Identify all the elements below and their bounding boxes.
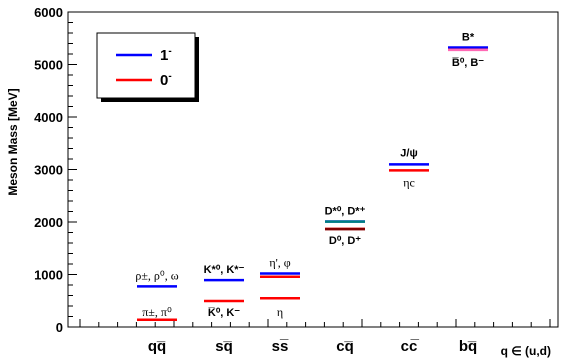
category-label: qq̅ xyxy=(148,338,166,355)
legend: 1- 0- xyxy=(96,32,199,102)
legend-superscript: - xyxy=(168,46,171,57)
x-axis-title: q ∈ (u,d) xyxy=(501,344,551,358)
level-label-rho: ρ±, ρ⁰, ω xyxy=(135,268,178,282)
y-tick-label: 3000 xyxy=(34,163,63,178)
level-labels: ρ±, ρ⁰, ω π±, π⁰ K*⁰, K*⁻ K̅⁰, K⁻ η', φ η D*⁰,… xyxy=(135,31,484,319)
level-label-d: D⁰, D⁺ xyxy=(329,235,361,247)
level-label-jpsi: J/ψ xyxy=(400,147,417,159)
y-tick-label: 4000 xyxy=(34,110,63,125)
level-label-etaprime: η', φ xyxy=(269,256,290,270)
y-tick-label: 0 xyxy=(56,320,63,335)
legend-superscript: - xyxy=(168,71,171,82)
y-axis: 0 1000 2000 3000 4000 5000 6000 xyxy=(34,5,77,335)
y-tick-label: 2000 xyxy=(34,215,63,230)
category-label: cc̅ xyxy=(401,338,420,355)
y-tick-label: 1000 xyxy=(34,268,63,283)
category-label: sq̅ xyxy=(215,338,233,355)
level-label-etac: ηc xyxy=(403,175,415,189)
legend-label-0-minus: 0- xyxy=(160,71,172,89)
level-label-eta: η xyxy=(277,305,283,319)
legend-label-1-minus: 1- xyxy=(160,46,172,64)
level-label-bstar: B* xyxy=(462,31,475,43)
category-label: ss̅ xyxy=(272,338,290,355)
x-axis: qq̅ sq̅ ss̅ cq̅ cc̅ bq̅ xyxy=(79,319,551,355)
level-label-b: B̅⁰, B⁻ xyxy=(452,57,485,69)
category-label: bq̅ xyxy=(459,338,477,355)
level-label-kstar: K*⁰, K*⁻ xyxy=(204,264,245,276)
legend-box xyxy=(96,32,196,99)
level-label-pi: π±, π⁰ xyxy=(142,305,172,319)
level-label-k: K̅⁰, K⁻ xyxy=(208,307,241,319)
category-label: cq̅ xyxy=(336,338,354,355)
y-axis-title: Meson Mass [MeV] xyxy=(6,88,20,195)
mass-levels xyxy=(137,46,488,322)
y-tick-label: 6000 xyxy=(34,5,63,20)
level-label-dstar: D*⁰, D*⁺ xyxy=(325,205,366,217)
y-tick-label: 5000 xyxy=(34,58,63,73)
